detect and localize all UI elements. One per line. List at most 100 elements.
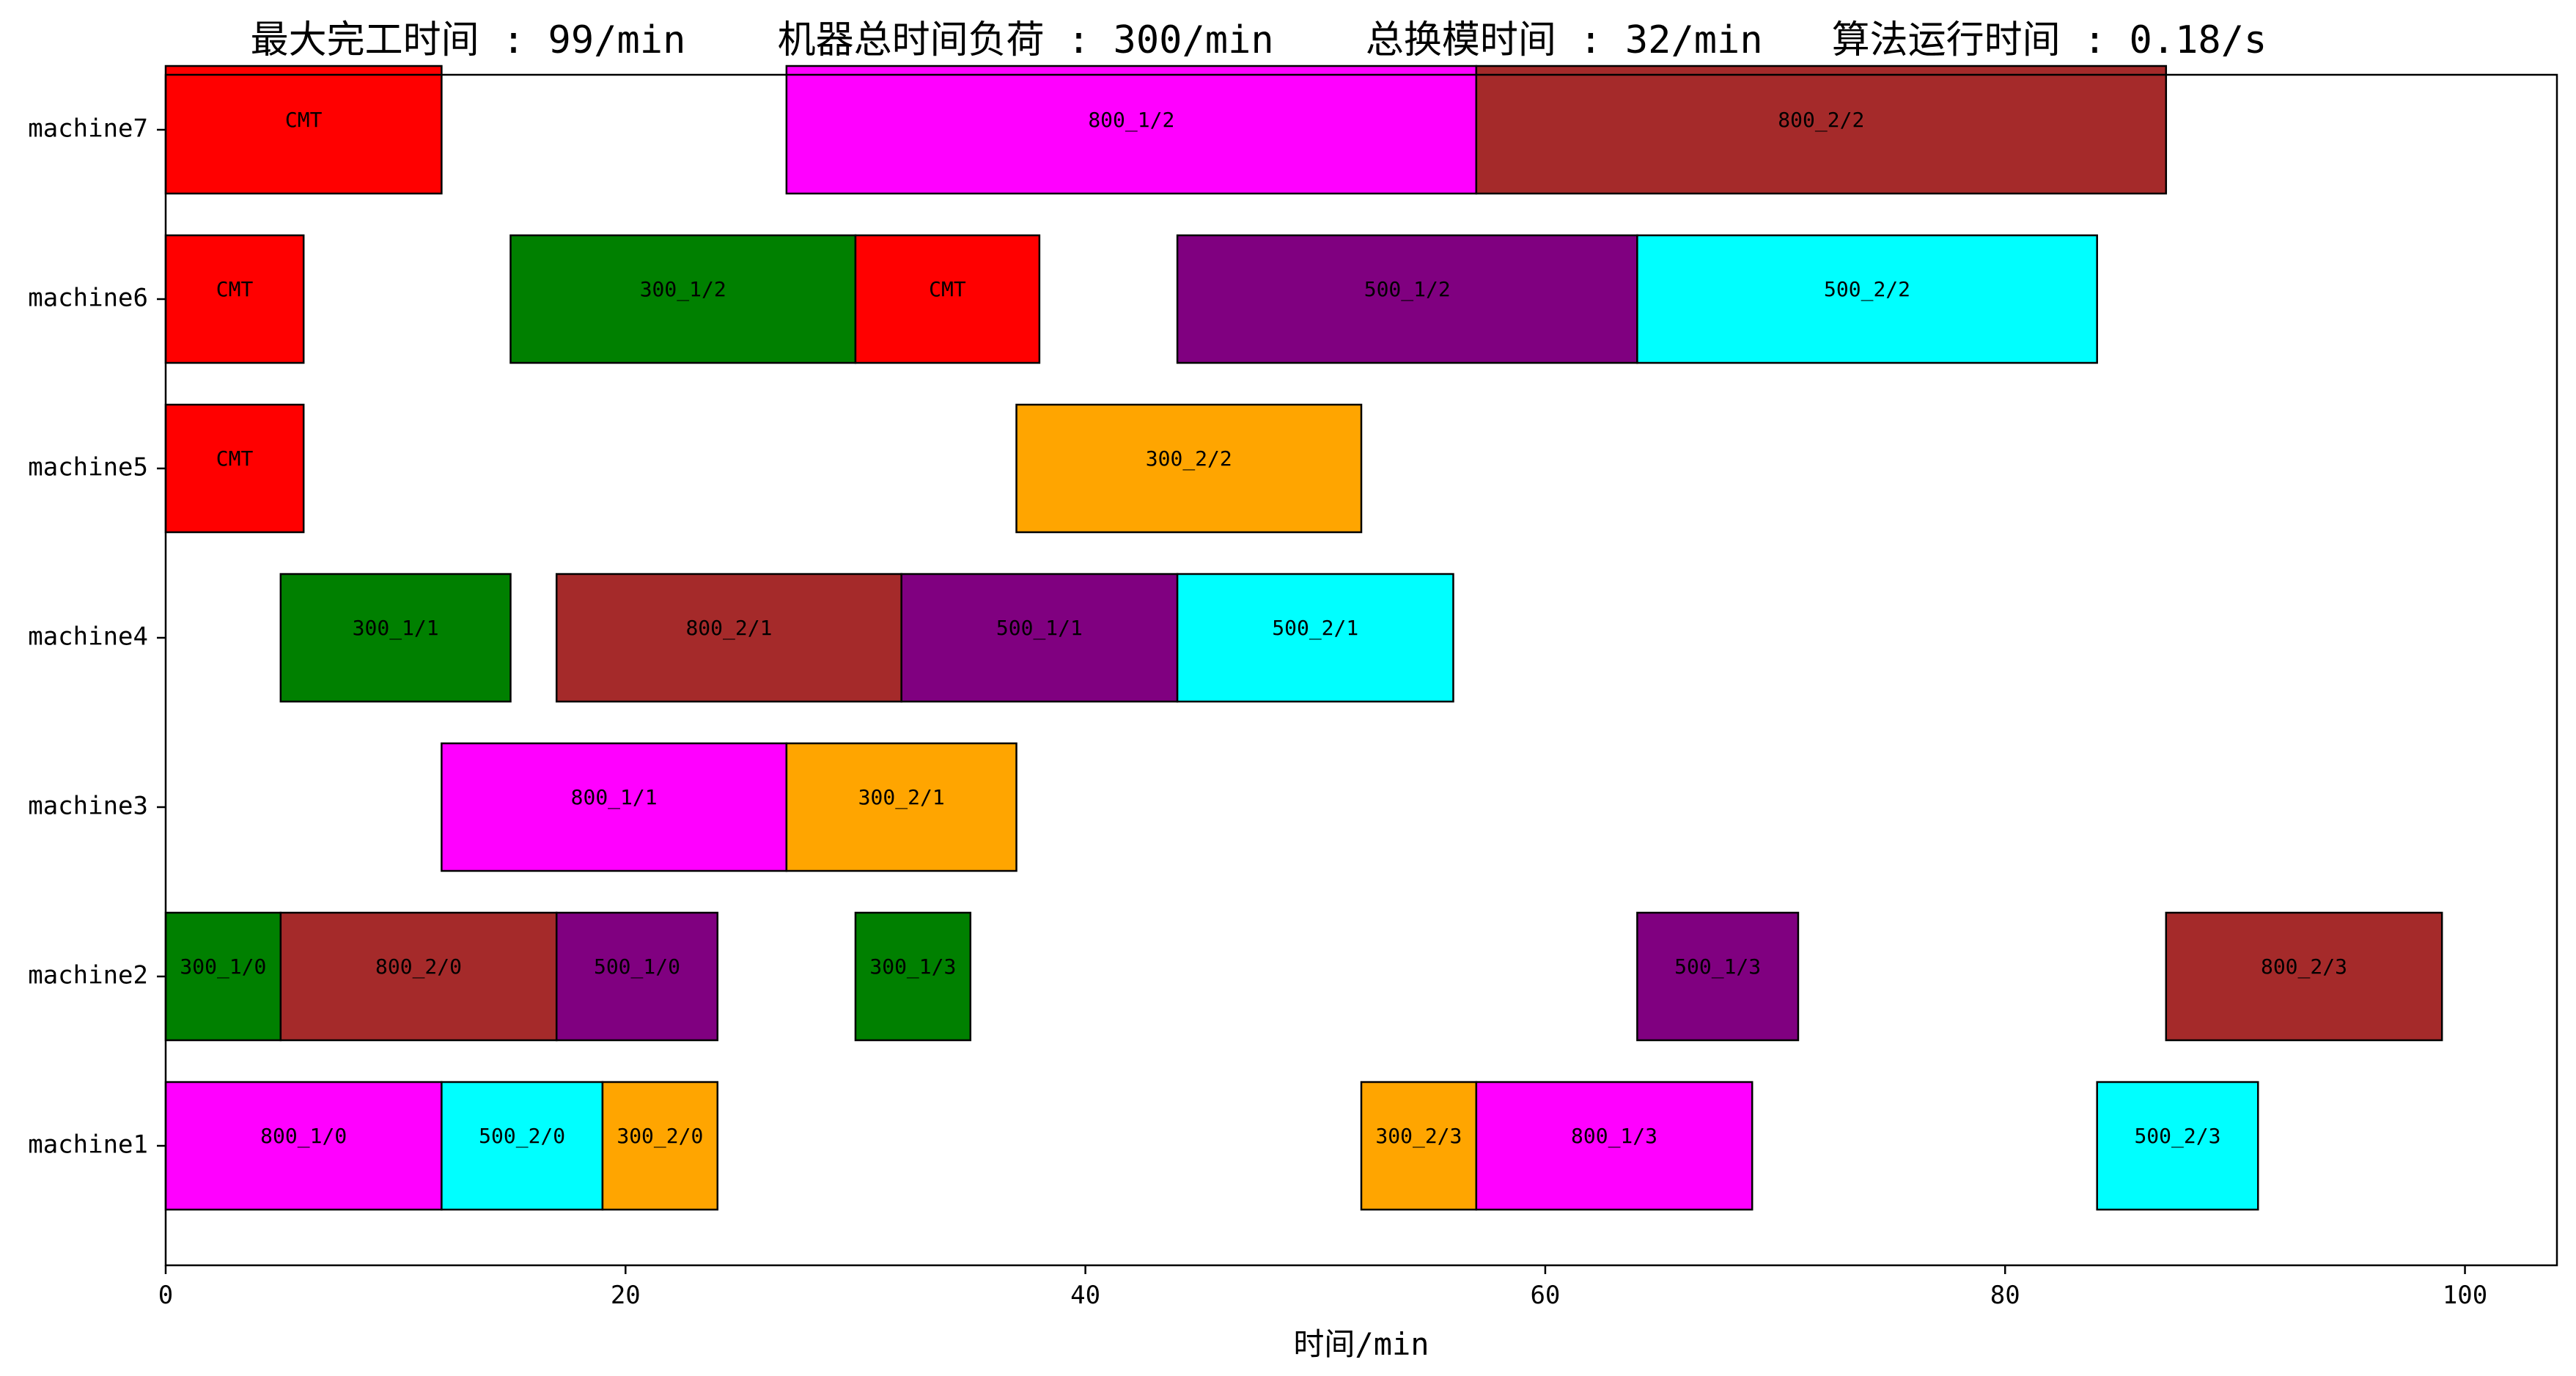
task-bar [900, 573, 1179, 703]
task-bar-label: 500_2/3 [2134, 1124, 2220, 1149]
task-bar-label: 500_1/0 [594, 954, 680, 979]
y-tick-label-machine7: machine7 [28, 114, 148, 144]
task-bar-label: 500_2/1 [1272, 616, 1358, 641]
task-machine6-3: CMT [164, 234, 305, 364]
task-bar [555, 911, 719, 1042]
task-bar-label: 800_1/1 [571, 785, 658, 810]
task-bar-label: 800_1/0 [260, 1124, 347, 1149]
task-bar-label: CMT [929, 277, 966, 301]
task-bar [509, 234, 857, 364]
task-machine5-9: 300_2/2 [1015, 403, 1363, 534]
task-machine1-27: 500_2/3 [2096, 1081, 2259, 1211]
x-tick-label: 100 [2443, 1281, 2487, 1310]
task-bar [854, 234, 1041, 364]
task-machine2-20: 500_1/3 [1636, 911, 1800, 1042]
task-bar-label: 300_2/2 [1146, 446, 1232, 471]
x-axis-label: 时间/min [1293, 1326, 1429, 1362]
task-machine1-25: 300_2/3 [1360, 1081, 1478, 1211]
task-machine2-16: 300_1/0 [164, 911, 282, 1042]
task-bar [1176, 234, 1638, 364]
y-tick-label-machine3: machine3 [28, 792, 148, 821]
task-bar [785, 65, 1478, 195]
task-bar [854, 911, 972, 1042]
task-bar-label: 500_1/2 [1364, 277, 1451, 302]
task-machine3-14: 800_1/1 [441, 742, 788, 872]
task-machine1-26: 800_1/3 [1475, 1081, 1753, 1211]
task-bar-label: 300_1/2 [640, 277, 726, 302]
task-bar-label: 500_1/3 [1674, 954, 1761, 979]
task-bar-label: 300_1/3 [869, 954, 956, 979]
task-bar-label: 300_2/0 [617, 1124, 703, 1149]
task-bar [2165, 911, 2443, 1042]
task-machine6-6: 500_1/2 [1176, 234, 1638, 364]
task-bar-label: 500_2/2 [1824, 277, 1910, 302]
task-bar [441, 742, 788, 872]
task-machine6-5: CMT [854, 234, 1041, 364]
task-bar [279, 573, 512, 703]
task-bar-label: 300_1/0 [180, 954, 266, 979]
task-bar [1636, 234, 2098, 364]
task-bar-label: 800_2/3 [2261, 954, 2347, 979]
task-bar-label: 500_1/1 [996, 616, 1083, 641]
task-machine7-2: 800_2/2 [1475, 65, 2168, 195]
x-tick-label: 40 [1070, 1281, 1100, 1310]
y-axis: machine1 machine2 machine3 machine4 machine5… [28, 114, 166, 1160]
x-tick-label: 20 [611, 1281, 641, 1310]
task-machine1-24: 300_2/0 [601, 1081, 719, 1211]
x-tick-label: 80 [1990, 1281, 2020, 1310]
task-bar [2096, 1081, 2259, 1211]
x-tick-label: 0 [158, 1281, 173, 1310]
x-tick-label: 60 [1530, 1281, 1560, 1310]
task-machine5-8: CMT [164, 403, 305, 534]
task-bar [164, 1081, 443, 1211]
task-bar-label: 800_2/2 [1778, 108, 1864, 133]
chart-title: 最大完工时间 : 99/min 机器总时间负荷 : 300/min 总换模时间 … [251, 18, 2267, 62]
task-bar-label: 300_2/3 [1375, 1124, 1462, 1149]
task-bar-label: 300_1/1 [353, 616, 439, 641]
task-bar-label: CMT [216, 277, 254, 301]
task-machine4-13: 500_2/1 [1176, 573, 1454, 703]
plot-area-frame [164, 73, 2558, 1267]
task-machine7-1: 800_1/2 [785, 65, 1478, 195]
task-machine4-10: 300_1/1 [279, 573, 512, 703]
task-bar [279, 911, 558, 1042]
y-tick-label-machine6: machine6 [28, 284, 148, 313]
y-tick-label-machine5: machine5 [28, 453, 148, 482]
task-machine6-4: 300_1/2 [509, 234, 857, 364]
bars-layer: CMT 800_1/2 800_2/2 CMT 300_1/2 CMT 500_1/2 500… [164, 65, 2443, 1211]
task-bar-label: 800_1/2 [1088, 108, 1174, 133]
y-tick-label-machine2: machine2 [28, 961, 148, 990]
task-bar [1636, 911, 1800, 1042]
task-bar [785, 742, 1017, 872]
task-bar-label: 800_1/3 [1571, 1124, 1657, 1149]
task-bar-label: CMT [216, 446, 254, 471]
task-bar [1176, 573, 1454, 703]
task-machine2-21: 800_2/3 [2165, 911, 2443, 1042]
task-bar [164, 65, 443, 195]
x-axis: 0 20 40 60 80 100 [158, 1265, 2487, 1310]
task-bar [1015, 403, 1363, 534]
task-bar-label: 800_2/1 [685, 616, 772, 641]
task-machine2-17: 800_2/0 [279, 911, 558, 1042]
task-bar [601, 1081, 719, 1211]
task-machine1-22: 800_1/0 [164, 1081, 443, 1211]
task-machine7-0: CMT [164, 65, 443, 195]
y-tick-label-machine1: machine1 [28, 1130, 148, 1160]
task-bar-label: CMT [285, 108, 323, 132]
task-bar-label: 800_2/0 [375, 954, 462, 979]
task-bar [164, 234, 305, 364]
task-machine6-7: 500_2/2 [1636, 234, 2098, 364]
task-bar-label: 500_2/0 [479, 1124, 565, 1149]
task-machine3-15: 300_2/1 [785, 742, 1017, 872]
y-tick-label-machine4: machine4 [28, 622, 148, 652]
task-bar [1475, 1081, 1753, 1211]
task-machine4-11: 800_2/1 [555, 573, 902, 703]
task-bar [1475, 65, 2168, 195]
task-machine2-18: 500_1/0 [555, 911, 719, 1042]
task-bar [555, 573, 902, 703]
task-machine1-23: 500_2/0 [441, 1081, 604, 1211]
task-bar-label: 300_2/1 [858, 785, 945, 810]
task-machine4-12: 500_1/1 [900, 573, 1179, 703]
